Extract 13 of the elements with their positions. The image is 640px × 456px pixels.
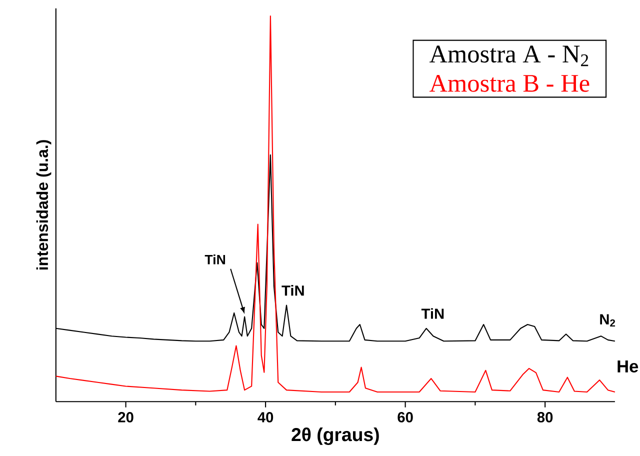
annotation: TiN: [204, 254, 226, 264]
y-axis-title: intensidade (u.a.): [36, 140, 52, 270]
text: Amostra A - N$_{2}$: [429, 46, 588, 66]
x-axis-title: 2θ (graus): [292, 427, 379, 445]
x-tick-label: 80: [537, 412, 553, 422]
x-tick-label: 40: [258, 412, 274, 422]
annotation: N$_{2}$: [600, 314, 616, 326]
annotation: TiN: [421, 308, 444, 319]
x-tick-label: 60: [398, 412, 413, 422]
x-tick-label: 20: [118, 412, 134, 422]
annotation: TiN: [282, 284, 304, 296]
text: He: [618, 360, 638, 372]
text: Amostra B - He: [429, 74, 590, 92]
